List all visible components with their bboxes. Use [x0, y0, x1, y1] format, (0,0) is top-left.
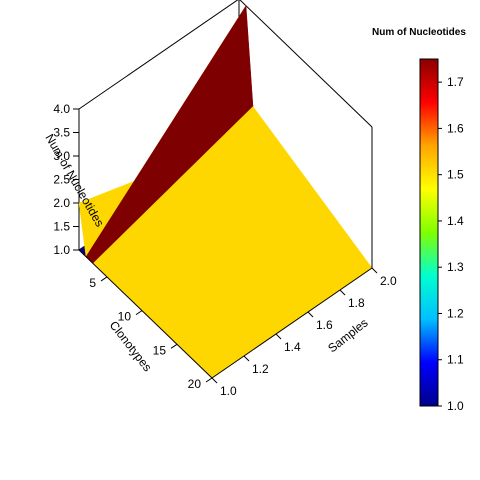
x-tick-label: 1.2 [252, 362, 269, 376]
colorbar-tick-label: 1.1 [447, 353, 464, 367]
colorbar: Num of Nucleotides 1.0 1.1 1.2 1.3 1.4 1.5 1.6… [372, 27, 466, 413]
axis-tick [206, 378, 212, 382]
z-tick-label: 4.0 [53, 102, 70, 116]
z-tick-label: 1.5 [53, 220, 70, 234]
colorbar-tick-label: 1.3 [447, 260, 464, 274]
axis-tick [372, 268, 377, 273]
z-tick-label: 1.0 [53, 243, 70, 257]
colorbar-tick-label: 1.7 [447, 75, 464, 89]
z-tick-label: 2.0 [53, 196, 70, 210]
axis-tick [212, 378, 217, 383]
colorbar-tick-label: 1.0 [447, 399, 464, 413]
box-edge [239, 0, 372, 127]
axis-tick [276, 334, 281, 339]
axis-tick [101, 277, 107, 281]
colorbar-tick-label: 1.6 [447, 121, 464, 135]
colorbar-title: Num of Nucleotides [372, 27, 466, 38]
y-tick-label: 15 [153, 343, 167, 357]
z-axis-title: Num of Nucleotides [42, 132, 106, 230]
x-tick-label: 1.8 [348, 296, 365, 310]
y-tick-label: 5 [89, 276, 96, 290]
x-tick-label: 2.0 [380, 274, 397, 288]
y-axis-title: Clonotypes [107, 318, 155, 374]
colorbar-gradient [420, 59, 438, 406]
x-tick-label: 1.6 [316, 318, 333, 332]
axis-tick [136, 311, 142, 315]
surface-facet [93, 107, 372, 379]
axis-tick [340, 290, 345, 295]
axis-tick [244, 356, 249, 361]
x-tick-label: 1.4 [284, 340, 301, 354]
colorbar-tick-label: 1.5 [447, 168, 464, 182]
axis-tick [308, 312, 313, 317]
colorbar-tick-label: 1.4 [447, 214, 464, 228]
axis-tick [171, 344, 177, 348]
y-tick-label: 20 [188, 377, 202, 391]
colorbar-tick-label: 1.2 [447, 306, 464, 320]
x-tick-label: 1.0 [220, 384, 237, 398]
